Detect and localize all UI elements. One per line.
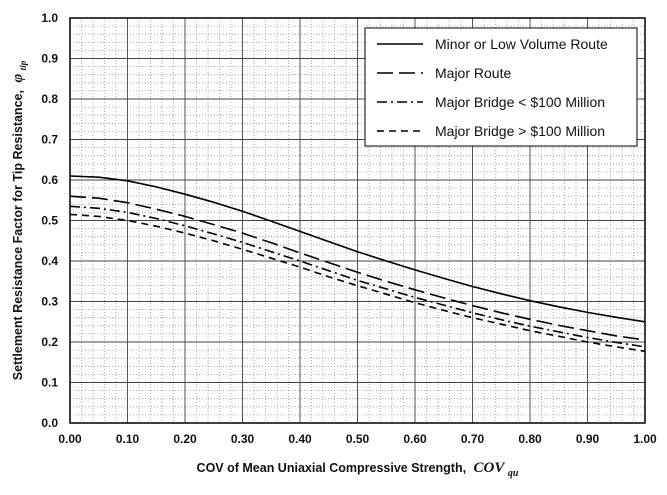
y-tick-label: 0.5 bbox=[41, 214, 58, 228]
x-tick-label: 0.60 bbox=[403, 432, 427, 446]
x-tick-label: 0.00 bbox=[58, 432, 82, 446]
legend: Minor or Low Volume Route Major Route Majo… bbox=[364, 27, 638, 147]
legend-label-1: Minor or Low Volume Route bbox=[435, 36, 608, 52]
x-tick-label: 0.30 bbox=[231, 432, 255, 446]
y-tick-label: 0.2 bbox=[41, 335, 58, 349]
plot-frame bbox=[69, 17, 646, 424]
y-tick-label: 0.0 bbox=[41, 416, 58, 430]
y-tick-label: 0.4 bbox=[41, 254, 58, 268]
y-tick-label: 0.3 bbox=[41, 295, 58, 309]
y-axis-symbol: φ bbox=[10, 74, 26, 83]
x-axis-symbol: COV bbox=[474, 460, 507, 476]
y-tick-label: 0.7 bbox=[41, 133, 58, 147]
x-axis-label: COV of Mean Uniaxial Compressive Strengt… bbox=[197, 460, 519, 479]
x-tick-label: 0.90 bbox=[576, 432, 600, 446]
x-tick-label: 0.50 bbox=[346, 432, 370, 446]
x-tick-label: 1.00 bbox=[633, 432, 657, 446]
series-line-3 bbox=[69, 205, 646, 348]
y-tick-label: 0.9 bbox=[41, 52, 58, 66]
y-tick-label: 0.6 bbox=[41, 173, 58, 187]
series-lines bbox=[69, 175, 646, 353]
series-line-2 bbox=[69, 195, 646, 341]
y-axis-label-text: Settlement Resistance Factor for Tip Res… bbox=[11, 90, 25, 380]
x-axis-label-text: COV of Mean Uniaxial Compressive Strengt… bbox=[197, 461, 467, 475]
series-line-4 bbox=[69, 213, 646, 353]
x-tick-labels: 0.00 0.10 0.20 0.30 0.40 0.50 0.60 0.70 0.80 0.90… bbox=[58, 432, 657, 446]
y-tick-label: 0.1 bbox=[41, 376, 58, 390]
y-axis-label: Settlement Resistance Factor for Tip Res… bbox=[10, 60, 28, 380]
legend-label-4: Major Bridge > $100 Million bbox=[435, 123, 605, 139]
x-tick-label: 0.70 bbox=[461, 432, 485, 446]
y-tick-labels: 0.0 0.1 0.2 0.3 0.4 0.5 0.6 0.7 0.8 0.9 1.0 bbox=[41, 11, 58, 430]
y-tick-label: 1.0 bbox=[41, 11, 58, 25]
x-axis-subscript: qu bbox=[508, 468, 519, 479]
legend-label-2: Major Route bbox=[435, 65, 511, 81]
x-tick-label: 0.10 bbox=[116, 432, 140, 446]
legend-box bbox=[364, 27, 638, 147]
x-tick-label: 0.40 bbox=[288, 432, 312, 446]
series-line-1 bbox=[69, 175, 646, 323]
legend-label-3: Major Bridge < $100 Million bbox=[435, 94, 605, 110]
x-tick-label: 0.20 bbox=[173, 432, 197, 446]
y-tick-label: 0.8 bbox=[41, 92, 58, 106]
x-tick-label: 0.80 bbox=[518, 432, 542, 446]
y-axis-subscript: tip bbox=[18, 60, 28, 70]
